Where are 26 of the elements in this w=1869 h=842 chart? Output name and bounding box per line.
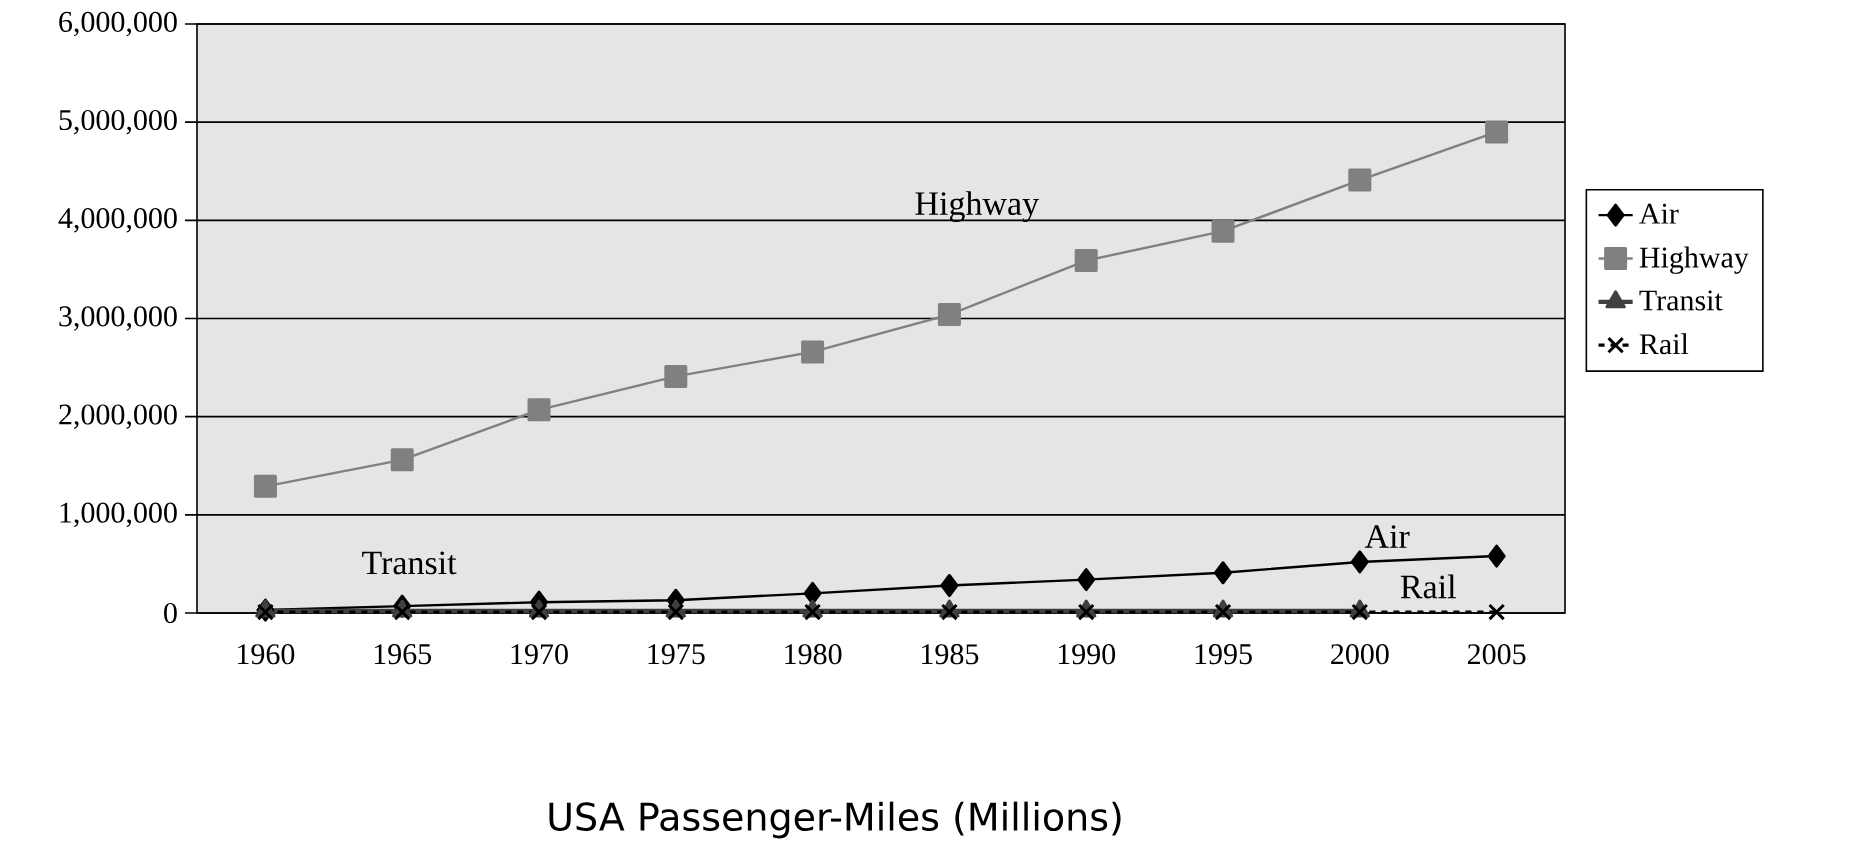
y-tick-label: 5,000,000 — [59, 109, 177, 135]
x-tick-label: 1990 — [1058, 644, 1116, 665]
y-tick-label: 2,000,000 — [59, 404, 177, 429]
annotation: Rail — [1400, 574, 1456, 599]
annotation: Air — [1364, 525, 1410, 548]
legend-label: Rail — [1639, 333, 1689, 355]
y-tick-label: 1,000,000 — [60, 502, 177, 528]
x-tick-label: 2000 — [1331, 644, 1389, 665]
y-tick-label: 0 — [164, 602, 177, 624]
annotation: Transit — [362, 551, 457, 575]
x-tick-label: 1985 — [922, 644, 979, 665]
legend-label: Highway — [1639, 246, 1749, 274]
x-tick-label: 2005 — [1467, 644, 1526, 665]
x-tick-label: 1970 — [511, 644, 568, 665]
x-tick-label: 1965 — [374, 644, 432, 665]
y-tick-label: 6,000,000 — [59, 11, 177, 37]
text: USA Passenger-Miles (Millions) — [549, 801, 1121, 839]
legend-label: Air — [1639, 203, 1679, 224]
x-tick-label: 1980 — [785, 644, 842, 665]
annotation: Highway — [915, 191, 1039, 223]
legend-label: Transit — [1639, 290, 1723, 311]
x-tick-label: 1975 — [648, 644, 705, 665]
y-tick-label: 4,000,000 — [58, 208, 177, 233]
x-tick-label: 1995 — [1195, 644, 1252, 665]
x-tick-label: 1960 — [238, 644, 295, 665]
y-tick-label: 3,000,000 — [59, 306, 177, 331]
